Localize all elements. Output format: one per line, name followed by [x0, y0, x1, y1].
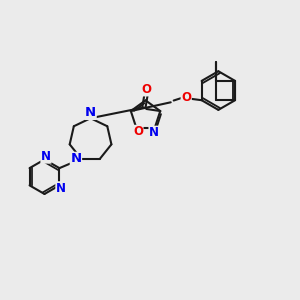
- Text: O: O: [141, 83, 151, 96]
- Text: N: N: [41, 150, 51, 163]
- Text: O: O: [133, 125, 143, 138]
- Text: N: N: [85, 106, 96, 119]
- Text: N: N: [149, 126, 159, 139]
- Text: N: N: [56, 182, 66, 195]
- Text: O: O: [181, 91, 191, 104]
- Text: N: N: [70, 152, 82, 165]
